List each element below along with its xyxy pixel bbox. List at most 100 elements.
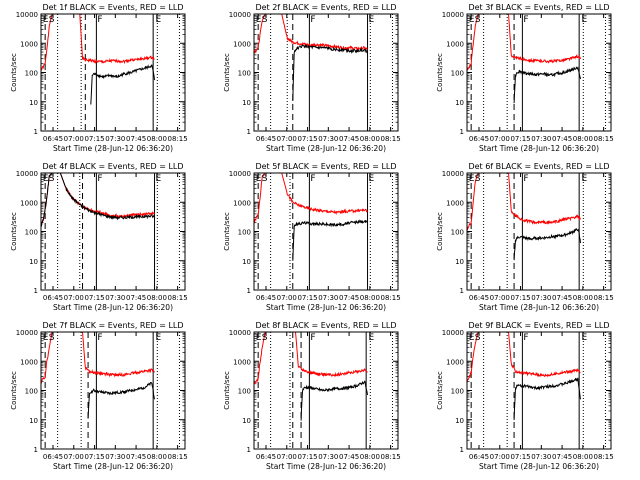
marker-e-start: E [43, 333, 49, 343]
y-tick-label: 100 [451, 388, 464, 396]
x-tick-label: 07:30 [105, 135, 125, 143]
x-tick-label: 07:30 [531, 453, 551, 461]
y-tick-label: 10000 [442, 329, 464, 337]
x-tick-label: 06:45 [469, 294, 489, 302]
series-events-black [513, 66, 581, 104]
panel-det-7: Det 7f BLACK = Events, RED = LLD 1 10 100 10… [10, 321, 188, 471]
marker-e-start: E [469, 333, 475, 343]
x-tick-label: 07:45 [552, 453, 572, 461]
panel-title: Det 7f BLACK = Events, RED = LLD [42, 321, 183, 330]
x-tick-label: 07:15 [510, 135, 530, 143]
x-axis-label: Start Time (28-Jun-12 06:36:20) [266, 303, 386, 312]
series-events-black [90, 64, 155, 105]
x-tick-label: 06:45 [256, 453, 276, 461]
x-tick-label: 07:45 [552, 294, 572, 302]
y-tick-label: 1 [247, 128, 251, 136]
series-events-black [87, 381, 155, 419]
panel-title: Det 2f BLACK = Events, RED = LLD [255, 3, 396, 12]
marker-s: S [262, 15, 268, 25]
y-tick-label: 10000 [229, 329, 251, 337]
x-tick-label: 08:15 [168, 294, 188, 302]
marker-e-end: E [582, 333, 588, 343]
x-tick-label: 08:00 [360, 135, 380, 143]
x-axis-label: Start Time (28-Jun-12 06:36:20) [266, 144, 386, 153]
x-tick-label: 07:00 [277, 294, 297, 302]
x-axis-label: Start Time (28-Jun-12 06:36:20) [479, 462, 599, 471]
x-axis-label: Start Time (28-Jun-12 06:36:20) [266, 462, 386, 471]
panel-title: Det 6f BLACK = Events, RED = LLD [468, 162, 609, 171]
x-tick-label: 08:00 [360, 453, 380, 461]
data-layer [467, 332, 606, 449]
y-tick-label: 10000 [16, 329, 38, 337]
x-tick-label: 07:15 [510, 294, 530, 302]
y-tick-label: 1000 [446, 358, 464, 366]
x-tick-label: 07:15 [84, 453, 104, 461]
x-tick-label: 07:00 [277, 453, 297, 461]
y-tick-label: 100 [451, 70, 464, 78]
marker-e-end: E [369, 333, 375, 343]
x-tick-label: 07:30 [105, 294, 125, 302]
y-tick-label: 10000 [442, 170, 464, 178]
plot-frame [40, 331, 186, 450]
series-lld-red [254, 14, 368, 54]
marker-f: F [97, 333, 102, 343]
series-events-black [292, 44, 368, 102]
x-tick-label: 06:45 [43, 294, 63, 302]
y-tick-label: 10 [242, 417, 251, 425]
y-tick-label: 1000 [20, 199, 38, 207]
x-tick-label: 06:45 [43, 135, 63, 143]
y-tick-label: 100 [25, 70, 38, 78]
y-axis-label: Counts/sec [436, 212, 444, 251]
panel-det-3: Det 3f BLACK = Events, RED = LLD 1 10 100 10… [436, 3, 614, 153]
x-tick-label: 07:00 [490, 294, 510, 302]
x-axis-label: Start Time (28-Jun-12 06:36:20) [479, 303, 599, 312]
panel-title: Det 8f BLACK = Events, RED = LLD [255, 321, 396, 330]
y-tick-label: 10000 [16, 11, 38, 19]
y-tick-label: 1 [34, 446, 38, 454]
y-tick-label: 1000 [446, 40, 464, 48]
series-lld-red [41, 14, 155, 71]
y-tick-label: 100 [25, 229, 38, 237]
x-axis-label: Start Time (28-Jun-12 06:36:20) [53, 303, 173, 312]
marker-f: F [97, 15, 102, 25]
marker-e-end: E [156, 174, 162, 184]
series-lld-red [41, 332, 155, 384]
y-axis-label: Counts/sec [10, 212, 18, 251]
plot-frame [40, 172, 186, 291]
marker-e-start: E [256, 15, 262, 25]
x-tick-label: 07:00 [64, 294, 84, 302]
x-tick-label: 07:15 [84, 135, 104, 143]
y-tick-label: 1 [247, 446, 251, 454]
x-tick-label: 07:45 [552, 135, 572, 143]
series-events-black [41, 173, 155, 228]
y-tick-label: 10 [29, 417, 38, 425]
y-axis-label: Counts/sec [436, 53, 444, 92]
plot-frame [253, 331, 399, 450]
data-layer [254, 173, 393, 290]
y-axis-label: Counts/sec [10, 53, 18, 92]
marker-e-start: E [43, 15, 49, 25]
series-lld-red [467, 332, 581, 383]
y-tick-label: 100 [238, 70, 251, 78]
y-tick-label: 1000 [233, 40, 251, 48]
x-tick-label: 08:15 [168, 453, 188, 461]
y-tick-label: 100 [238, 388, 251, 396]
x-tick-label: 06:45 [256, 135, 276, 143]
series-events-black [513, 228, 581, 261]
marker-e-end: E [369, 15, 375, 25]
x-tick-label: 07:00 [490, 135, 510, 143]
data-layer [41, 14, 180, 131]
x-tick-label: 08:00 [573, 453, 593, 461]
x-tick-label: 07:30 [318, 453, 338, 461]
x-tick-label: 08:15 [594, 135, 614, 143]
x-tick-label: 07:45 [126, 294, 146, 302]
marker-e-start: E [256, 174, 262, 184]
x-tick-label: 08:00 [147, 135, 167, 143]
plot-frame [466, 331, 612, 450]
x-tick-label: 08:15 [381, 135, 401, 143]
marker-s: S [262, 174, 268, 184]
y-tick-label: 10000 [442, 11, 464, 19]
y-axis-label: Counts/sec [10, 371, 18, 410]
x-tick-label: 08:15 [168, 135, 188, 143]
